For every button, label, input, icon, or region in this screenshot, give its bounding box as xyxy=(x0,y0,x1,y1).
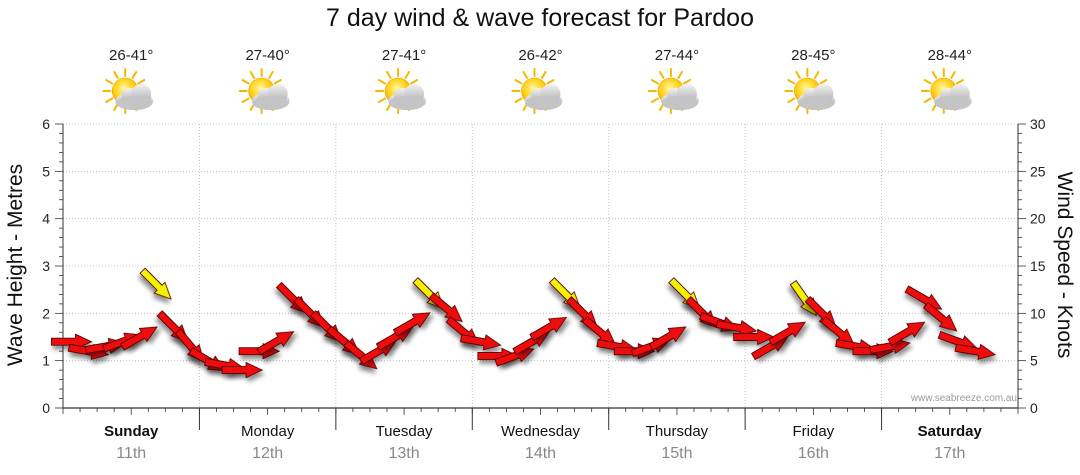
cloud xyxy=(524,84,563,110)
wind-arrow-light xyxy=(139,267,172,300)
wind-arrow xyxy=(923,301,958,332)
wind-arrow xyxy=(392,312,431,337)
day-label: Tuesday xyxy=(376,423,433,440)
day-label: Sunday xyxy=(104,423,159,440)
temperature-range: 27-40° xyxy=(245,47,289,64)
day-label: Monday xyxy=(241,423,295,440)
weather-icons-layer: 26-41° 27-40° 27-41° 26-42° 27-44° 28-45° 28-4… xyxy=(102,47,972,114)
y2-tick-label: 10 xyxy=(1030,305,1046,321)
wind-arrow xyxy=(51,333,93,350)
sun-behind-cloud-icon xyxy=(511,68,563,114)
watermark: www.seabreeze.com.au xyxy=(910,393,1017,404)
sun-behind-cloud-icon xyxy=(647,68,699,114)
y2-tick-label: 25 xyxy=(1030,163,1046,179)
cloud xyxy=(251,84,290,110)
date-label: 11th xyxy=(116,445,146,462)
temperature-range: 27-41° xyxy=(382,47,426,64)
wind-arrow xyxy=(529,316,568,342)
y-axis-title-left: Wave Height - Metres xyxy=(4,164,27,366)
y-tick-label: 3 xyxy=(42,258,50,274)
temperature-range: 26-42° xyxy=(518,47,562,64)
date-label: 16th xyxy=(798,445,829,462)
axes-layer: 0 1 2 3 4 5 6 0 5 10 15 20 25 30 Sunday 11th Monday 12th T… xyxy=(42,116,1046,462)
y2-tick-label: 15 xyxy=(1030,258,1046,274)
grid-layer xyxy=(63,123,1018,408)
chart-title: 7 day wind & wave forecast for Pardoo xyxy=(325,4,754,32)
y-tick-label: 5 xyxy=(42,163,50,179)
date-label: 12th xyxy=(252,445,283,462)
wind-arrow xyxy=(120,326,158,351)
wind-arrow xyxy=(904,285,943,310)
cloud xyxy=(115,84,154,110)
sun-behind-cloud-icon xyxy=(375,68,427,114)
temperature-range: 26-41° xyxy=(109,47,153,64)
date-label: 15th xyxy=(661,445,692,462)
day-label: Friday xyxy=(793,423,835,440)
wind-arrow xyxy=(954,343,997,360)
wind-arrow xyxy=(459,334,502,351)
y-tick-label: 6 xyxy=(42,116,50,132)
date-label: 17th xyxy=(934,445,965,462)
sun-behind-cloud-icon xyxy=(784,68,836,114)
cloud xyxy=(660,84,699,110)
wind-arrow xyxy=(733,328,775,346)
temperature-range: 28-45° xyxy=(791,47,835,64)
y2-tick-label: 0 xyxy=(1030,400,1038,416)
day-label: Wednesday xyxy=(501,423,580,440)
day-label: Thursday xyxy=(646,423,709,440)
y2-tick-label: 20 xyxy=(1030,211,1046,227)
wind-arrow xyxy=(445,316,480,346)
wind-arrow xyxy=(648,326,687,351)
y-tick-label: 0 xyxy=(42,400,50,416)
temperature-range: 28-44° xyxy=(928,47,972,64)
temperature-range: 27-44° xyxy=(655,47,699,64)
cloud xyxy=(797,84,836,110)
cloud xyxy=(388,84,427,110)
y-tick-label: 4 xyxy=(42,211,50,227)
y-tick-label: 1 xyxy=(42,353,50,369)
cloud xyxy=(933,84,972,110)
sun-behind-cloud-icon xyxy=(920,68,972,114)
date-label: 14th xyxy=(525,445,556,462)
wind-arrow xyxy=(256,331,295,356)
y2-tick-label: 30 xyxy=(1030,116,1046,132)
wind-arrow xyxy=(887,321,926,346)
sun-behind-cloud-icon xyxy=(238,68,290,114)
day-label: Saturday xyxy=(918,423,983,440)
y2-tick-label: 5 xyxy=(1030,353,1038,369)
y-tick-label: 2 xyxy=(42,305,50,321)
wind-arrow xyxy=(221,361,264,379)
sun-behind-cloud-icon xyxy=(102,68,154,114)
wind-arrows-layer xyxy=(51,267,997,379)
y-axis-title-right: Wind Speed - Knots xyxy=(1053,172,1076,359)
wind-arrow xyxy=(768,321,807,346)
date-label: 13th xyxy=(389,445,420,462)
